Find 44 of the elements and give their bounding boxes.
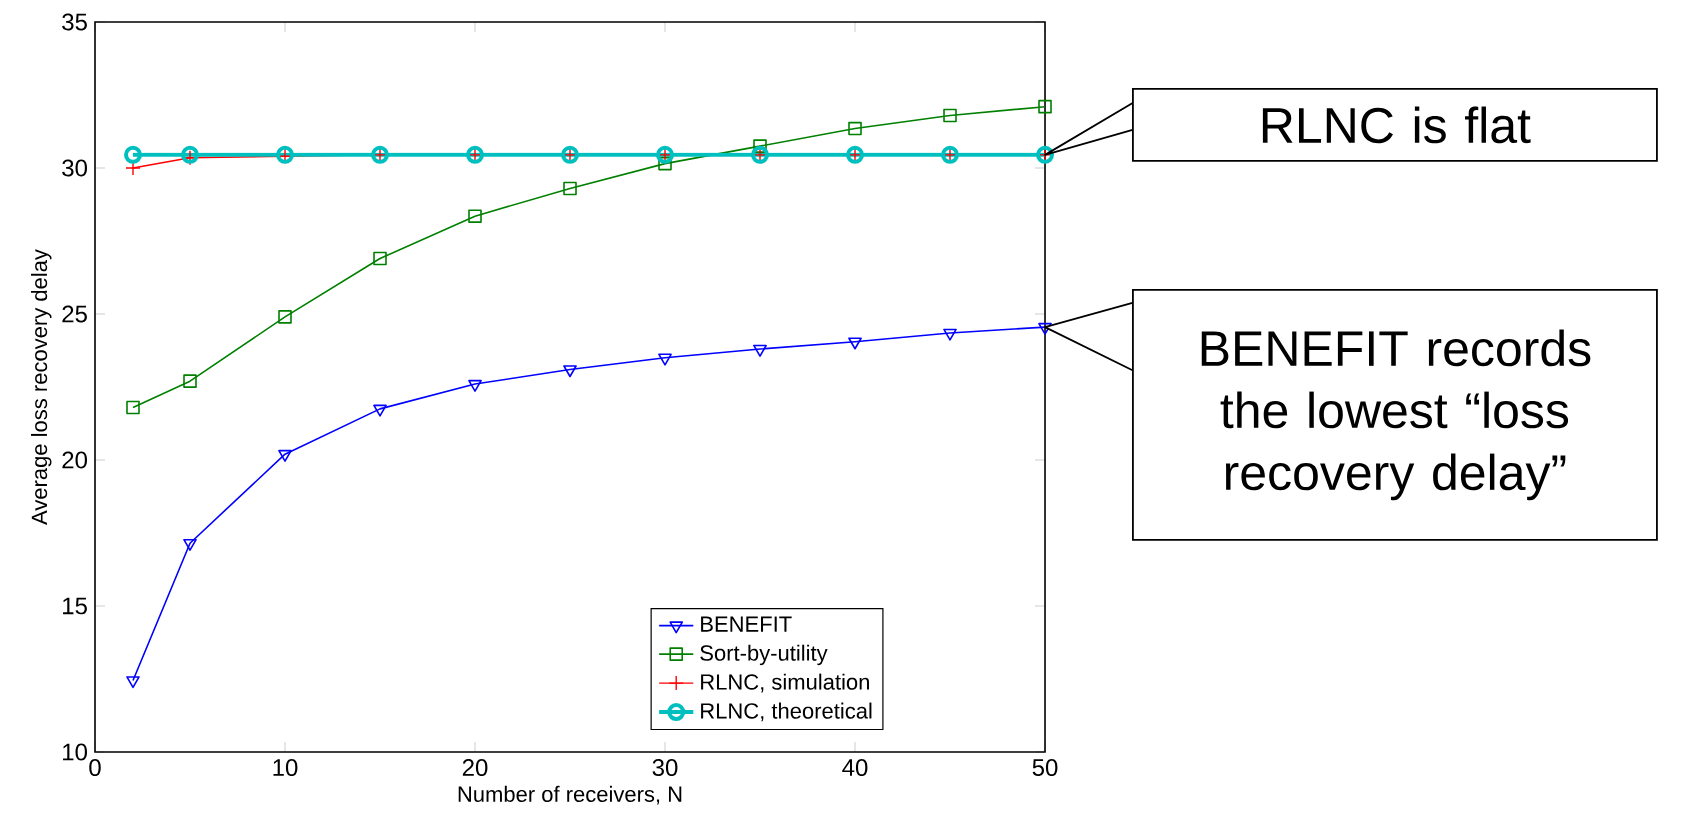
point <box>848 337 862 350</box>
point <box>563 365 577 378</box>
point <box>126 400 140 415</box>
point <box>183 538 197 552</box>
x-axis-title: Number of receivers, N <box>458 785 682 805</box>
legend-label: RLNC, theoretical <box>701 702 872 722</box>
point <box>278 310 292 324</box>
y-tick-label: 15 <box>63 597 87 615</box>
point <box>181 145 199 164</box>
x-tick-label: 0 <box>89 759 101 777</box>
point <box>1038 322 1052 335</box>
text: RLNC is flat <box>1262 106 1531 144</box>
x-tick-label: 30 <box>652 759 678 777</box>
legend-label: RLNC, simulation <box>701 673 869 693</box>
point <box>124 145 142 164</box>
point <box>1038 99 1052 114</box>
point <box>753 139 767 153</box>
point <box>278 449 292 462</box>
legend-label: BENEFIT <box>701 616 792 632</box>
point <box>753 344 767 357</box>
x-tick-label: 10 <box>273 759 298 777</box>
x-tick-label: 50 <box>1032 759 1058 777</box>
point <box>848 121 862 136</box>
point <box>943 108 957 123</box>
point <box>468 209 482 223</box>
y-tick-label: 10 <box>63 743 87 761</box>
y-tick-label: 25 <box>62 305 87 323</box>
x-tick-label: 20 <box>462 759 488 777</box>
point <box>126 676 140 689</box>
point <box>658 156 672 171</box>
text: BENEFIT records the lowest “loss recovery delay” <box>1201 329 1591 501</box>
point <box>943 328 957 341</box>
y-axis-title: Average loss recovery delay <box>31 249 52 525</box>
y-tick-label: 35 <box>62 13 87 31</box>
point <box>563 181 577 196</box>
point <box>468 379 482 392</box>
point <box>373 251 387 266</box>
y-tick-label: 20 <box>62 451 87 469</box>
y-tick-label: 30 <box>62 159 87 177</box>
point <box>658 353 672 366</box>
point <box>183 374 197 388</box>
legend-label: Sort-by-utility <box>700 644 828 666</box>
x-tick-label: 40 <box>842 759 868 777</box>
point <box>373 404 387 417</box>
